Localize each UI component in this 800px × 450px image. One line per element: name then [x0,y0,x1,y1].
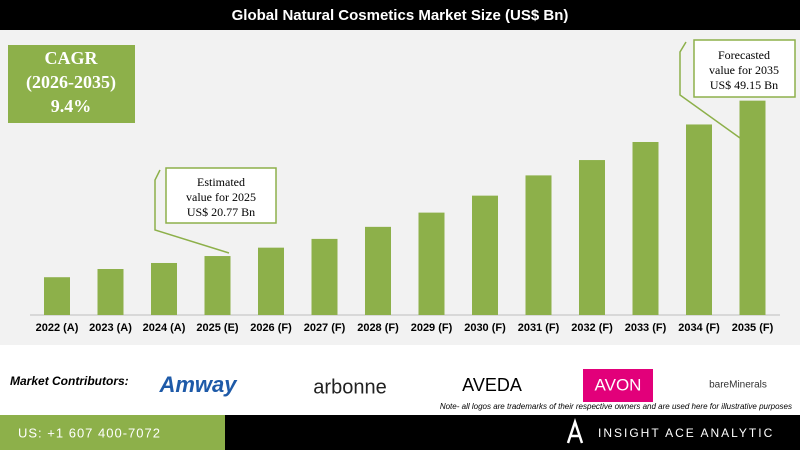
callout-text: US$ 49.15 Bn [710,78,778,92]
bar [739,100,766,315]
chart-title: Global Natural Cosmetics Market Size (US… [232,7,569,24]
x-tick-label: 2026 (F) [250,322,292,334]
x-tick-label: 2030 (F) [464,322,506,334]
footer-brand: INSIGHT ACE ANALYTIC [598,426,774,440]
bar [311,238,338,315]
footer-left [0,415,225,450]
bar [632,141,659,315]
cagr-box [8,45,135,123]
callout-text: value for 2025 [186,190,256,204]
bar [258,247,284,315]
title-bar [0,0,800,30]
callout-text: Forecasted [718,48,770,62]
x-tick-label: 2027 (F) [304,322,346,334]
logo: arbonne [313,376,386,398]
brand-icon [566,418,584,444]
bar [44,277,70,315]
bar [525,175,552,315]
callout-line [679,41,741,139]
callout-box [165,167,277,224]
bar [472,195,498,315]
callout-box [693,39,796,98]
logo-bg [583,369,653,402]
callout-text: value for 2035 [709,63,779,77]
x-tick-label: 2032 (F) [571,322,613,334]
x-tick-label: 2024 (A) [143,322,186,334]
footer-phone: US: +1 607 400-7072 [18,425,161,440]
bar [151,262,177,315]
logo: bareMinerals [709,380,767,391]
bar [97,269,124,315]
cagr-period: (2026-2035) [26,72,116,93]
x-tick-label: 2025 (E) [196,322,239,334]
x-tick-label: 2028 (F) [357,322,399,334]
x-tick-label: 2023 (A) [89,322,132,334]
note: Note- all logos are trademarks of their … [440,402,792,411]
callout-line [154,169,230,254]
logo: Amway [158,372,238,397]
cagr-value: 9.4% [51,96,92,116]
logo: AVON [595,375,642,394]
x-tick-label: 2029 (F) [411,322,453,334]
contributors-label: Market Contributors: [10,374,129,388]
x-tick-label: 2033 (F) [625,322,667,334]
x-tick-label: 2022 (A) [36,322,79,334]
bar [579,160,605,315]
cagr-label: CAGR [45,48,99,68]
footer-right [225,415,800,450]
bar [365,226,391,315]
bar [204,256,231,315]
callout-text: US$ 20.77 Bn [187,205,255,219]
callout-text: Estimated [197,175,245,189]
x-tick-label: 2031 (F) [518,322,560,334]
bar [686,124,712,315]
x-tick-label: 2034 (F) [678,322,720,334]
logo: AVEDA [462,375,522,395]
x-tick-label: 2035 (F) [732,322,774,334]
bar [418,212,445,315]
